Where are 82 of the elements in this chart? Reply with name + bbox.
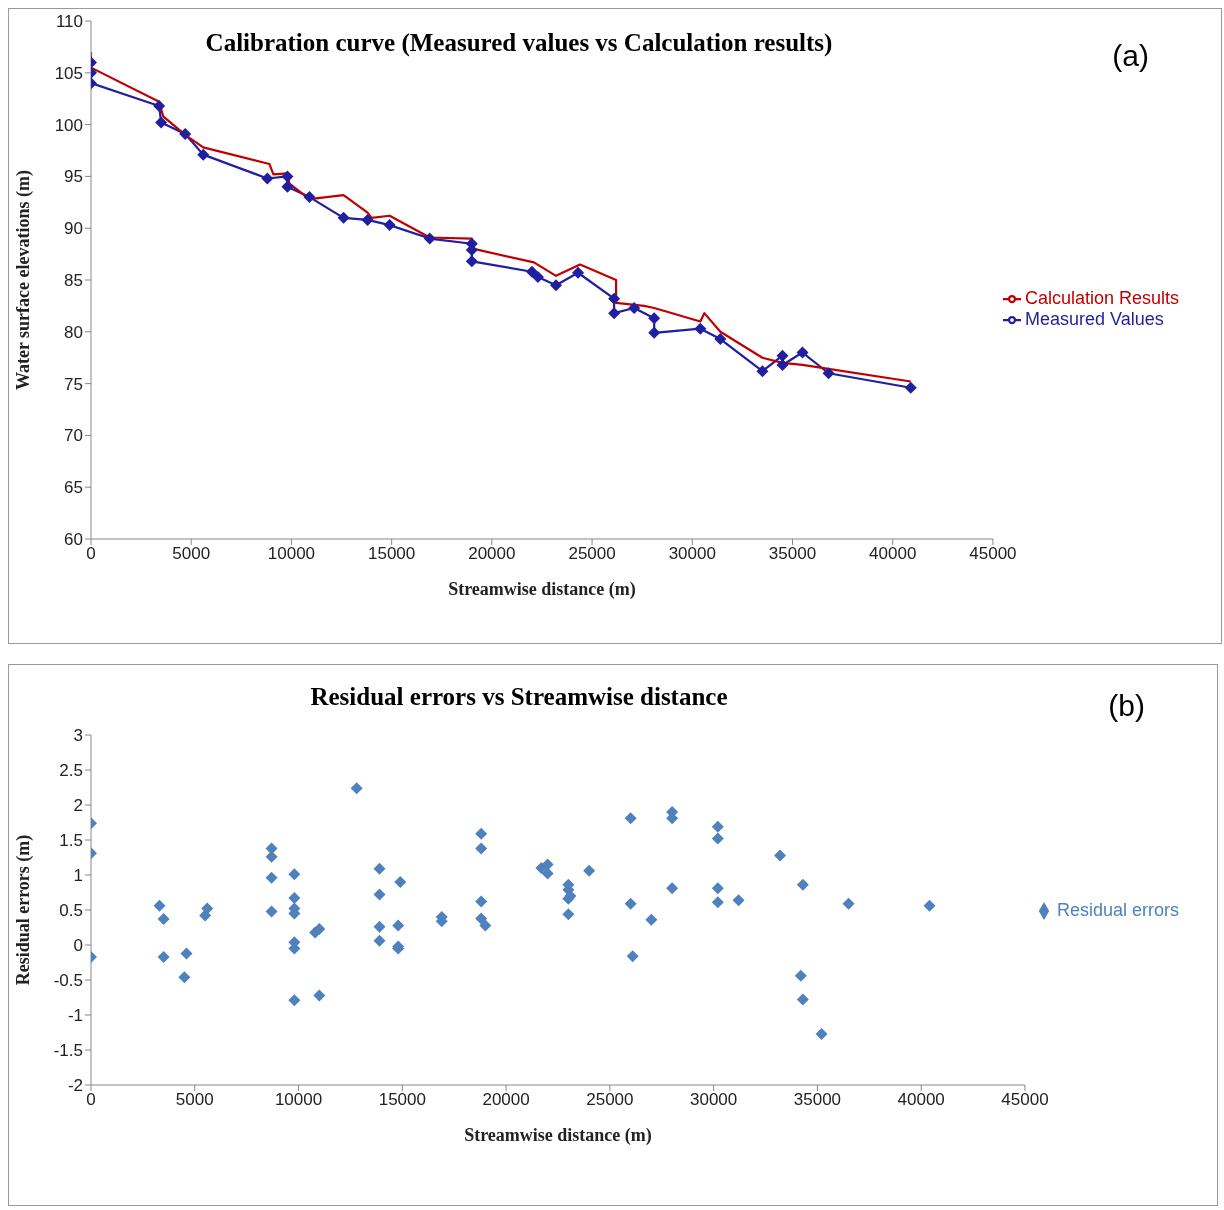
x-tick-label: 10000: [267, 544, 316, 564]
point: [525, 265, 538, 278]
point: [608, 307, 621, 320]
x-tick-label: 30000: [689, 1090, 738, 1110]
point: [153, 99, 166, 112]
point: [904, 381, 917, 394]
text: (b): [1108, 689, 1145, 723]
y-tick-label: 2.5: [59, 761, 83, 781]
point: [281, 170, 294, 183]
point: [756, 365, 769, 378]
y-tick-label: 65: [64, 478, 83, 498]
y-tick-label: 75: [64, 374, 83, 394]
chart-title: Residual errors vs Streamwise distance: [309, 683, 729, 711]
point: [261, 172, 274, 185]
point: [796, 346, 809, 359]
y-tick-label: 1.5: [59, 831, 83, 851]
point: [337, 211, 350, 224]
y-tick-label: -0.5: [53, 971, 83, 991]
x-tick-label: 5000: [175, 1090, 214, 1110]
x-tick-label: 25000: [568, 544, 616, 564]
y-tick-label: 1: [73, 866, 83, 886]
chart-title: Calibration curve (Measured values vs Calculation results): [205, 29, 833, 56]
x-tick-label: 15000: [368, 544, 416, 564]
x-tick-label: 35000: [793, 1090, 842, 1110]
x-tick-label: 35000: [768, 544, 817, 564]
x-tick-label: 45000: [1001, 1090, 1049, 1110]
y-tick-label: 60: [64, 530, 83, 550]
x-tick-label: 10000: [274, 1090, 323, 1110]
y-tick-label: -1: [67, 1006, 83, 1026]
y-axis-title: Residual errors (m): [13, 834, 35, 986]
x-axis-title: Streamwise distance (m): [448, 579, 636, 600]
point: [648, 326, 661, 339]
x-tick-label: 20000: [468, 544, 516, 564]
y-tick-label: -1.5: [53, 1041, 83, 1061]
point: [572, 266, 585, 279]
x-tick-label: 5000: [172, 544, 211, 564]
point: [179, 127, 192, 140]
point: [303, 191, 316, 204]
x-tick-label: 40000: [869, 544, 917, 564]
point: [822, 367, 835, 380]
point: [531, 270, 544, 283]
legend-label: Calculation Results: [1024, 288, 1179, 308]
point: [423, 232, 436, 245]
point: [694, 322, 707, 335]
y-tick-label: 85: [64, 271, 83, 291]
point: [465, 255, 478, 268]
y-axis-title: Water surface elevations (m): [13, 169, 35, 391]
x-tick-label: 30000: [668, 544, 716, 564]
x-axis-title: Streamwise distance (m): [464, 1125, 652, 1146]
point: [608, 292, 621, 305]
y-tick-label: 3: [73, 726, 83, 746]
point: [714, 333, 727, 346]
x-tick-label: 20000: [482, 1090, 530, 1110]
point: [281, 180, 294, 193]
x-tick-label: 40000: [897, 1090, 945, 1110]
y-tick-label: 2: [73, 796, 83, 816]
point: [361, 213, 374, 226]
legend-label: Measured Values: [1024, 309, 1164, 329]
y-tick-label: 100: [54, 115, 83, 135]
x-tick-label: 45000: [969, 544, 1017, 564]
point: [648, 312, 661, 325]
point: [197, 148, 210, 161]
point: [628, 301, 641, 314]
y-tick-label: 110: [55, 12, 83, 32]
y-tick-label: 0.5: [59, 901, 83, 921]
point: [155, 116, 168, 129]
text: (a): [1112, 39, 1149, 73]
x-tick-label: 25000: [586, 1090, 634, 1110]
y-tick-label: -2: [67, 1076, 83, 1096]
y-tick-label: 80: [64, 322, 83, 342]
x-tick-label: 0: [86, 544, 96, 564]
y-tick-label: 95: [64, 167, 83, 187]
x-tick-label: 0: [86, 1090, 96, 1110]
y-tick-label: 0: [73, 936, 83, 956]
x-tick-label: 15000: [378, 1090, 426, 1110]
y-tick-label: 70: [64, 426, 83, 446]
y-tick-label: 90: [64, 219, 83, 239]
point: [549, 279, 562, 292]
y-tick-label: 105: [54, 63, 83, 83]
point: [383, 219, 396, 232]
legend-label: Residual errors: [1056, 899, 1179, 920]
point: [776, 349, 789, 362]
